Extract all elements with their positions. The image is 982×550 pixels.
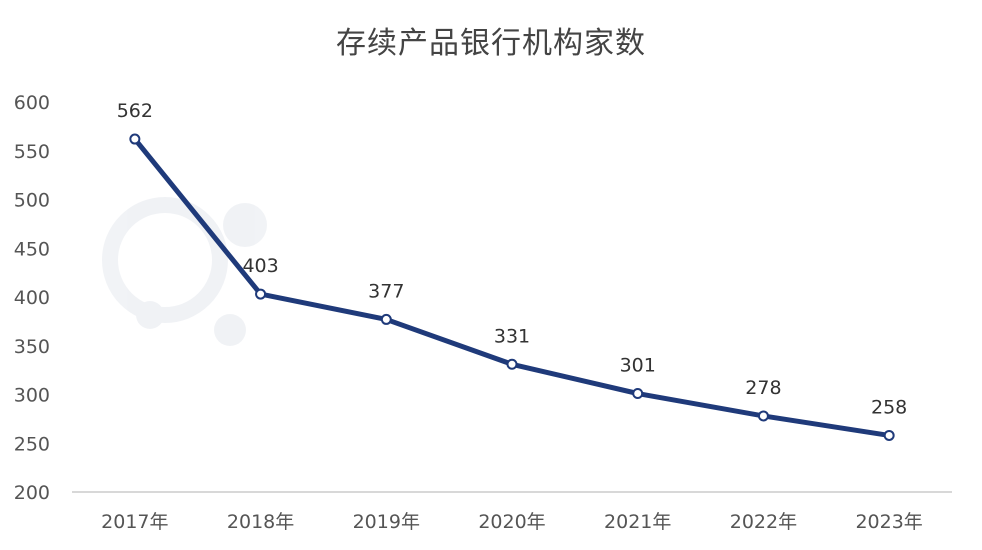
data-label: 278 bbox=[745, 377, 781, 399]
data-label: 562 bbox=[117, 100, 153, 122]
data-point bbox=[757, 410, 769, 422]
data-label: 331 bbox=[494, 325, 530, 347]
y-tick-label: 350 bbox=[14, 336, 50, 358]
watermark-logo bbox=[102, 197, 267, 346]
data-label: 301 bbox=[620, 355, 656, 377]
data-point bbox=[883, 429, 895, 441]
x-tick-label: 2020年 bbox=[478, 511, 545, 533]
data-point bbox=[632, 388, 644, 400]
x-tick-label: 2018年 bbox=[227, 511, 294, 533]
x-tick-label: 2017年 bbox=[101, 511, 168, 533]
x-tick-label: 2023年 bbox=[855, 511, 922, 533]
y-tick-label: 600 bbox=[14, 92, 50, 114]
y-tick-label: 450 bbox=[14, 238, 50, 260]
y-tick-label: 200 bbox=[14, 482, 50, 504]
data-label: 403 bbox=[242, 255, 278, 277]
data-point bbox=[129, 133, 141, 145]
data-label: 377 bbox=[368, 280, 404, 302]
data-point bbox=[380, 313, 392, 325]
y-tick-label: 500 bbox=[14, 190, 50, 212]
data-point bbox=[506, 358, 518, 370]
y-tick-label: 400 bbox=[14, 287, 50, 309]
y-tick-label: 250 bbox=[14, 433, 50, 455]
data-point bbox=[255, 288, 267, 300]
x-tick-label: 2022年 bbox=[730, 511, 797, 533]
x-tick-label: 2019年 bbox=[353, 511, 420, 533]
y-tick-label: 300 bbox=[14, 385, 50, 407]
data-label: 258 bbox=[871, 396, 907, 418]
chart-title: 存续产品银行机构家数 bbox=[336, 26, 646, 61]
y-tick-label: 550 bbox=[14, 141, 50, 163]
x-tick-label: 2021年 bbox=[604, 511, 671, 533]
